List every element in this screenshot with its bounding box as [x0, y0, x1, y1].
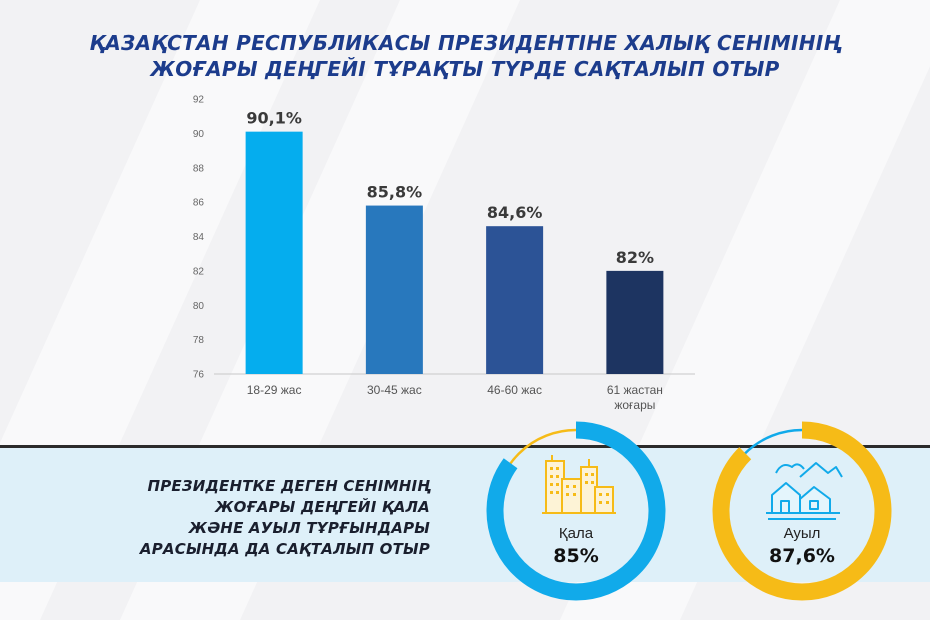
city-donut-value: 85%: [553, 545, 599, 567]
y-tick-label: 90: [193, 129, 205, 140]
category-labels-group: 18-29 жас 30-45 жас 46-60 жас 61 жастан жоға…: [247, 383, 663, 412]
village-donut-label: Ауыл: [783, 525, 821, 542]
page-title: ҚАЗАҚСТАН РЕСПУБЛИКАСЫ ПРЕЗИДЕНТІНЕ ХАЛЫ…: [0, 30, 930, 82]
bar-value-label: 90,1%: [246, 109, 302, 128]
y-tick-label: 92: [193, 95, 205, 106]
bar: [486, 226, 544, 374]
category-label-line: 18-29 жас: [247, 383, 302, 397]
category-label: 30-45 жас: [367, 383, 422, 397]
y-axis: 76 78 80 82 84 86 88 90 92: [193, 95, 205, 381]
category-label: 61 жастан жоғары: [607, 383, 663, 412]
bar: [365, 205, 423, 374]
category-label: 46-60 жас: [487, 383, 542, 397]
category-label-line: 46-60 жас: [487, 383, 542, 397]
village-donut-value-arc: [712, 421, 892, 601]
city-donut-value-arc: [486, 421, 666, 601]
page-title-line-2: ЖОҒАРЫ ДЕҢГЕЙІ ТҰРАҚТЫ ТҮРДЕ САҚТАЛЫП ОТ…: [150, 57, 780, 81]
subtitle-line-4: АРАСЫНДА ДА САҚТАЛЫП ОТЫР: [139, 540, 430, 558]
city-donut: Қала 85%: [486, 421, 666, 601]
bar-value-label: 85,8%: [367, 183, 423, 202]
y-tick-label: 78: [193, 335, 205, 346]
category-label-line: 30-45 жас: [367, 383, 422, 397]
village-donut: Ауыл 87,6%: [712, 421, 892, 601]
subtitle-line-3: ЖӘНЕ АУЫЛ ТҰРҒЫНДАРЫ: [188, 519, 430, 537]
y-tick-label: 84: [193, 232, 205, 243]
y-tick-label: 88: [193, 163, 205, 174]
village-houses-icon: [766, 462, 843, 520]
age-bar-chart: 76 78 80 82 84 86 88 90 92 90,1% 85,8% 84,6% 82% 18…: [193, 95, 695, 412]
village-donut-ring: [712, 421, 892, 601]
bar: [245, 131, 303, 374]
category-label-line: 61 жастан: [607, 383, 663, 397]
city-buildings-icon: [542, 455, 616, 514]
subtitle-line-1: ПРЕЗИДЕНТКЕ ДЕГЕН СЕНІМНІҢ: [147, 477, 430, 495]
page-title-line-1: ҚАЗАҚСТАН РЕСПУБЛИКАСЫ ПРЕЗИДЕНТІНЕ ХАЛЫ…: [89, 31, 841, 55]
bottom-band: [0, 447, 930, 582]
bar: [606, 270, 664, 374]
village-donut-value: 87,6%: [769, 545, 835, 567]
city-donut-label: Қала: [558, 525, 594, 542]
y-tick-label: 80: [193, 301, 205, 312]
y-tick-label: 82: [193, 266, 205, 277]
data-labels-group: 90,1% 85,8% 84,6% 82%: [246, 109, 654, 267]
bar-value-label: 84,6%: [487, 203, 543, 222]
band-divider: [0, 445, 930, 448]
bars-group: [245, 131, 664, 374]
y-tick-label: 76: [193, 370, 205, 381]
bar-value-label: 82%: [616, 248, 654, 267]
subtitle-line-2: ЖОҒАРЫ ДЕҢГЕЙІ ҚАЛА: [215, 498, 430, 516]
y-tick-label: 86: [193, 198, 205, 209]
category-label-line: жоғары: [614, 398, 655, 412]
subtitle: ПРЕЗИДЕНТКЕ ДЕГЕН СЕНІМНІҢ ЖОҒАРЫ ДЕҢГЕЙ…: [40, 476, 430, 560]
category-label: 18-29 жас: [247, 383, 302, 397]
city-donut-ring: [486, 421, 666, 601]
